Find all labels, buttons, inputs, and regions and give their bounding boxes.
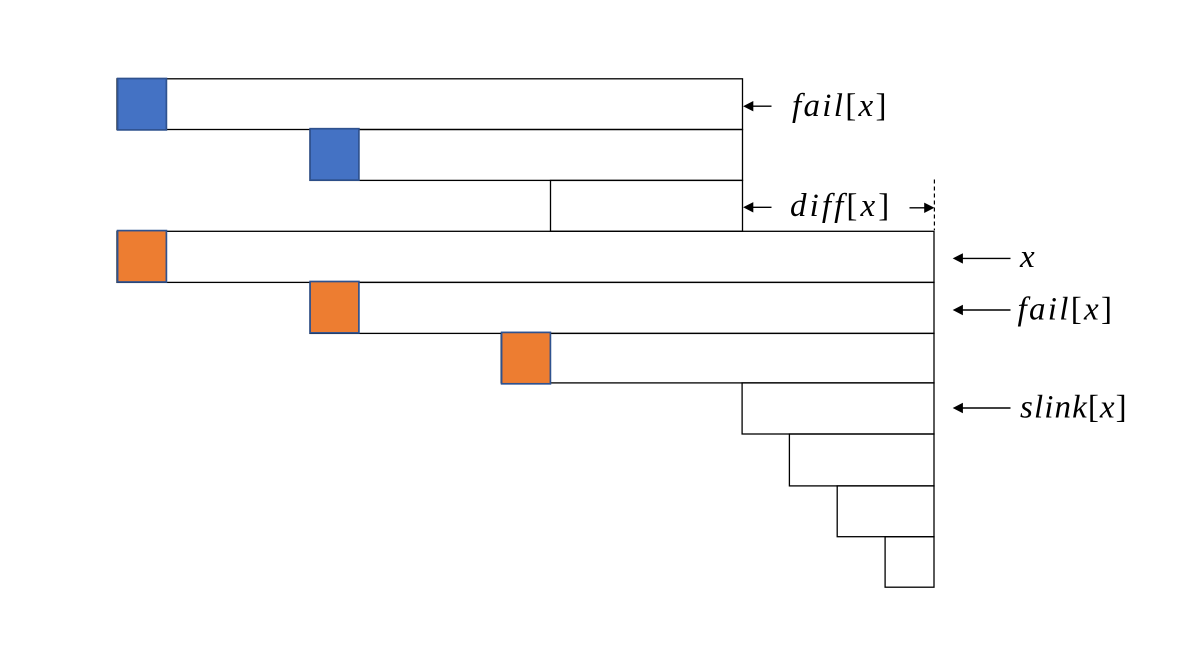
svg-text:fail[x]: fail[x] [792,88,889,124]
svg-text:slink[x]: slink[x] [1020,390,1128,426]
svg-text:fail[x]: fail[x] [1018,292,1115,328]
svg-text:x: x [1019,239,1035,275]
svg-text:diff[x]: diff[x] [790,188,892,224]
